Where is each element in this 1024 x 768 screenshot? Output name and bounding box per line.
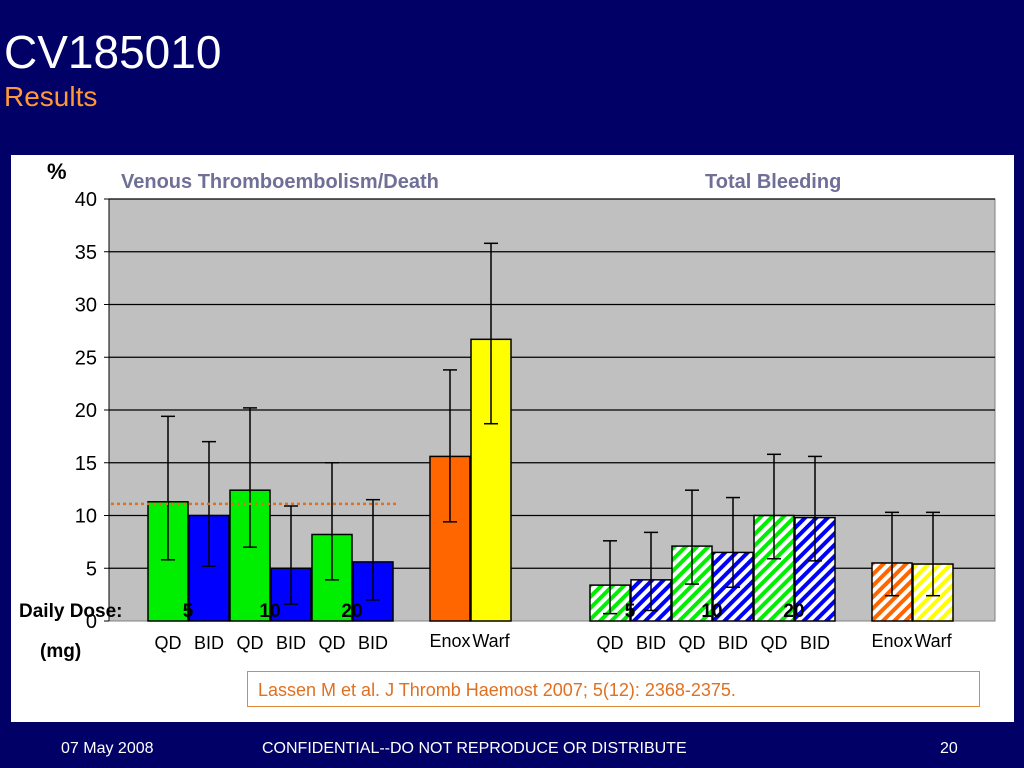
category-label: Enox [871,631,912,651]
bar-qd [753,514,795,622]
panel-title-vte: Venous Thromboembolism/Death [121,171,439,193]
panel-title-bleeding: Total Bleeding [705,171,841,193]
category-label: Warf [472,631,510,651]
category-label: BID [276,633,306,653]
bars [147,338,954,622]
dose-value: 20 [341,601,362,622]
category-label: Warf [914,631,952,651]
y-tick-label: 30 [75,295,97,317]
daily-dose-unit: (mg) [40,641,81,662]
category-label: QD [319,633,346,653]
y-tick-label: 15 [75,453,97,475]
footer-confidential: CONFIDENTIAL--DO NOT REPRODUCE OR DISTRI… [262,740,687,757]
category-label: BID [718,633,748,653]
y-tick-label: 0 [86,611,97,633]
footer-date: 07 May 2008 [61,740,154,757]
y-tick-label: 35 [75,242,97,264]
category-label: QD [761,633,788,653]
y-tick-label: 20 [75,400,97,422]
category-label: Enox [429,631,470,651]
category-label: QD [155,633,182,653]
y-tick-label: 5 [86,558,97,580]
y-axis: 0 5 10 15 20 25 30 35 40 [75,189,110,633]
category-label: QD [237,633,264,653]
slide-title: CV185010 [4,26,222,78]
category-label: QD [597,633,624,653]
category-label: BID [800,633,830,653]
error-bars [161,242,940,615]
y-tick-label: 40 [75,189,97,211]
bar-qd [147,501,189,622]
dose-value: 5 [625,601,636,622]
dose-value: 10 [701,601,722,622]
category-label: QD [679,633,706,653]
slide-subtitle: Results [4,81,98,112]
chart-panel: 0 5 10 15 20 25 30 35 40 QD 5 BID QD 10 BID QD 20 BID Eno… [11,155,1014,722]
category-label: BID [194,633,224,653]
dose-value: 20 [783,601,804,622]
category-label: BID [358,633,388,653]
daily-dose-label: Daily Dose: [19,601,122,622]
category-label: BID [636,633,666,653]
dose-value: 5 [183,601,194,622]
citation-box: Lassen M et al. J Thromb Haemost 2007; 5… [247,671,980,707]
y-tick-label: 25 [75,347,97,369]
y-axis-label: % [47,159,67,184]
y-tick-label: 10 [75,506,97,528]
dose-value: 10 [259,601,280,622]
footer-page-number: 20 [940,740,958,757]
